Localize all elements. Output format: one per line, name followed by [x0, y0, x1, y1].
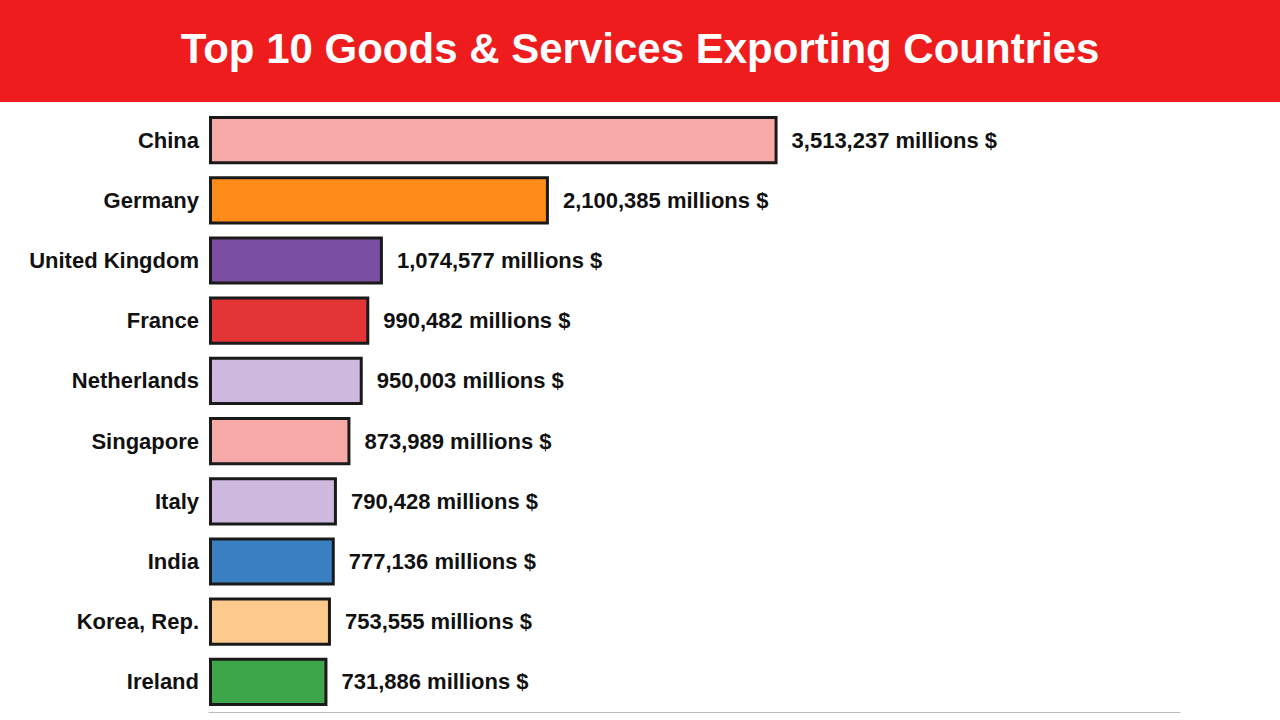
svg-text:Singapore: Singapore: [91, 429, 199, 454]
svg-text:753,555 millions $: 753,555 millions $: [345, 609, 532, 634]
svg-text:2,100,385 millions $: 2,100,385 millions $: [563, 188, 768, 213]
svg-text:777,136 millions $: 777,136 millions $: [349, 549, 536, 574]
svg-text:France: France: [127, 308, 199, 333]
svg-text:731,886 millions $: 731,886 millions $: [341, 669, 528, 694]
svg-text:1,074,577 millions $: 1,074,577 millions $: [397, 248, 602, 273]
svg-text:Top 10 Goods & Services Export: Top 10 Goods & Services Exporting Countr…: [181, 25, 1100, 72]
svg-text:India: India: [148, 549, 200, 574]
svg-text:Germany: Germany: [104, 188, 200, 213]
svg-text:Italy: Italy: [155, 489, 200, 514]
svg-text:Netherlands: Netherlands: [72, 368, 199, 393]
svg-text:Korea, Rep.: Korea, Rep.: [77, 609, 199, 634]
svg-text:873,989 millions $: 873,989 millions $: [364, 429, 551, 454]
svg-text:790,428 millions $: 790,428 millions $: [351, 489, 538, 514]
svg-text:Ireland: Ireland: [127, 669, 199, 694]
svg-text:3,513,237 millions $: 3,513,237 millions $: [792, 128, 997, 153]
svg-text:990,482 millions $: 990,482 millions $: [383, 308, 570, 333]
svg-text:United Kingdom: United Kingdom: [29, 248, 199, 273]
svg-text:950,003 millions $: 950,003 millions $: [377, 368, 564, 393]
svg-text:China: China: [138, 128, 200, 153]
